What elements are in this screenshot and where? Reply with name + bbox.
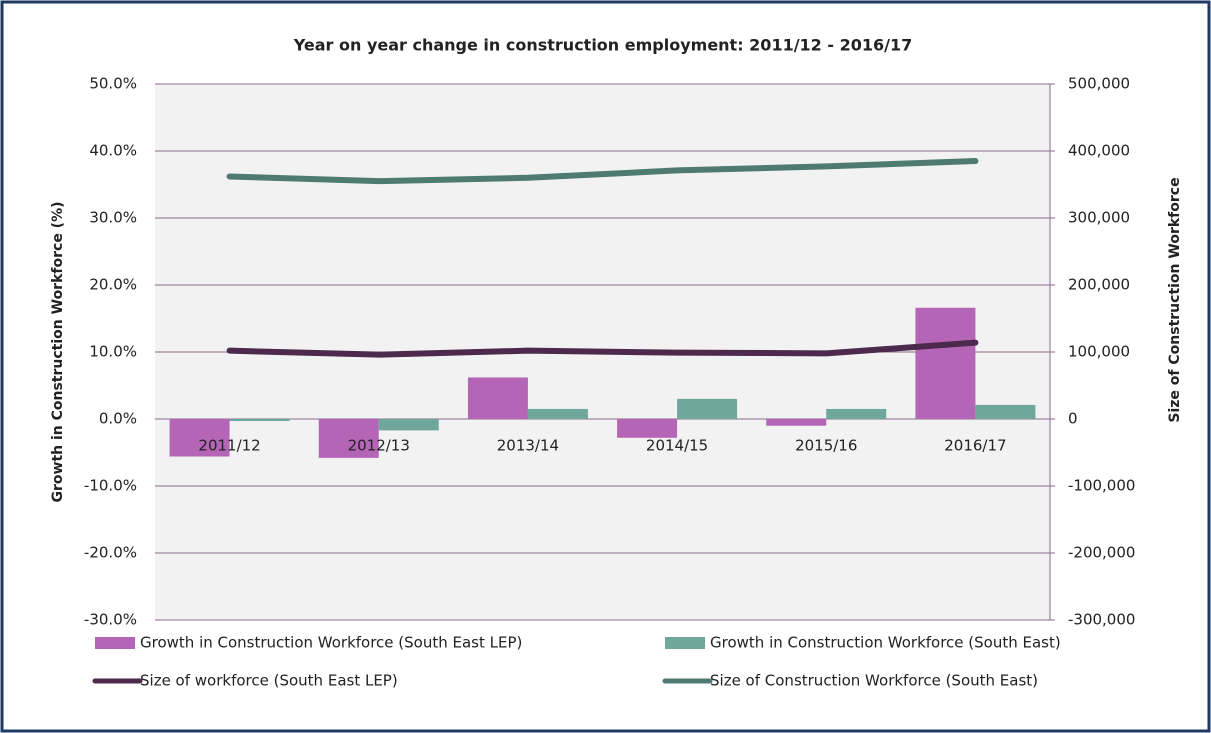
y2-tick-label: -200,000 bbox=[1068, 544, 1135, 562]
y2-tick-label: 100,000 bbox=[1068, 343, 1130, 361]
y-tick-label: 10.0% bbox=[89, 343, 137, 361]
bar bbox=[527, 408, 588, 419]
chart-title: Year on year change in construction empl… bbox=[293, 36, 912, 55]
x-tick-label: 2015/16 bbox=[795, 437, 857, 455]
bar bbox=[169, 419, 230, 457]
bar bbox=[318, 419, 379, 458]
y2-tick-label: -300,000 bbox=[1068, 611, 1135, 629]
y-tick-label: -10.0% bbox=[84, 477, 137, 495]
bar bbox=[975, 404, 1036, 419]
y2-tick-label: -100,000 bbox=[1068, 477, 1135, 495]
bar bbox=[467, 377, 528, 419]
bar bbox=[378, 419, 439, 431]
legend-swatch bbox=[665, 637, 705, 649]
x-tick-label: 2016/17 bbox=[944, 437, 1006, 455]
legend-label: Size of workforce (South East LEP) bbox=[140, 672, 398, 690]
y2-tick-label: 500,000 bbox=[1068, 75, 1130, 93]
bar bbox=[915, 307, 976, 419]
y2-tick-label: 300,000 bbox=[1068, 209, 1130, 227]
x-tick-label: 2012/13 bbox=[348, 437, 410, 455]
y-tick-label: 40.0% bbox=[89, 142, 137, 160]
y-tick-label: -20.0% bbox=[84, 544, 137, 562]
legend-label: Growth in Construction Workforce (South … bbox=[140, 634, 522, 652]
legend-swatch bbox=[95, 637, 135, 649]
legend-label: Growth in Construction Workforce (South … bbox=[710, 634, 1061, 652]
y2-tick-label: 0 bbox=[1068, 410, 1078, 428]
y2-axis-title: Size of Construction Workforce bbox=[1167, 177, 1183, 422]
y-axis-title: Growth in Construction Workforce (%) bbox=[50, 201, 66, 502]
x-tick-label: 2014/15 bbox=[646, 437, 708, 455]
y-tick-label: 20.0% bbox=[89, 276, 137, 294]
x-tick-label: 2011/12 bbox=[198, 437, 260, 455]
y-tick-label: -30.0% bbox=[84, 611, 137, 629]
y2-tick-label: 400,000 bbox=[1068, 142, 1130, 160]
line bbox=[226, 339, 979, 358]
line bbox=[226, 158, 979, 185]
bar bbox=[677, 398, 738, 419]
legend-label: Size of Construction Workforce (South Ea… bbox=[710, 672, 1038, 690]
y-tick-label: 50.0% bbox=[89, 75, 137, 93]
y-tick-label: 30.0% bbox=[89, 209, 137, 227]
y-tick-label: 0.0% bbox=[99, 410, 137, 428]
bar bbox=[826, 408, 887, 419]
y2-tick-label: 200,000 bbox=[1068, 276, 1130, 294]
bar bbox=[617, 419, 678, 438]
bar bbox=[766, 419, 827, 426]
x-tick-label: 2013/14 bbox=[497, 437, 559, 455]
bar bbox=[229, 419, 290, 422]
